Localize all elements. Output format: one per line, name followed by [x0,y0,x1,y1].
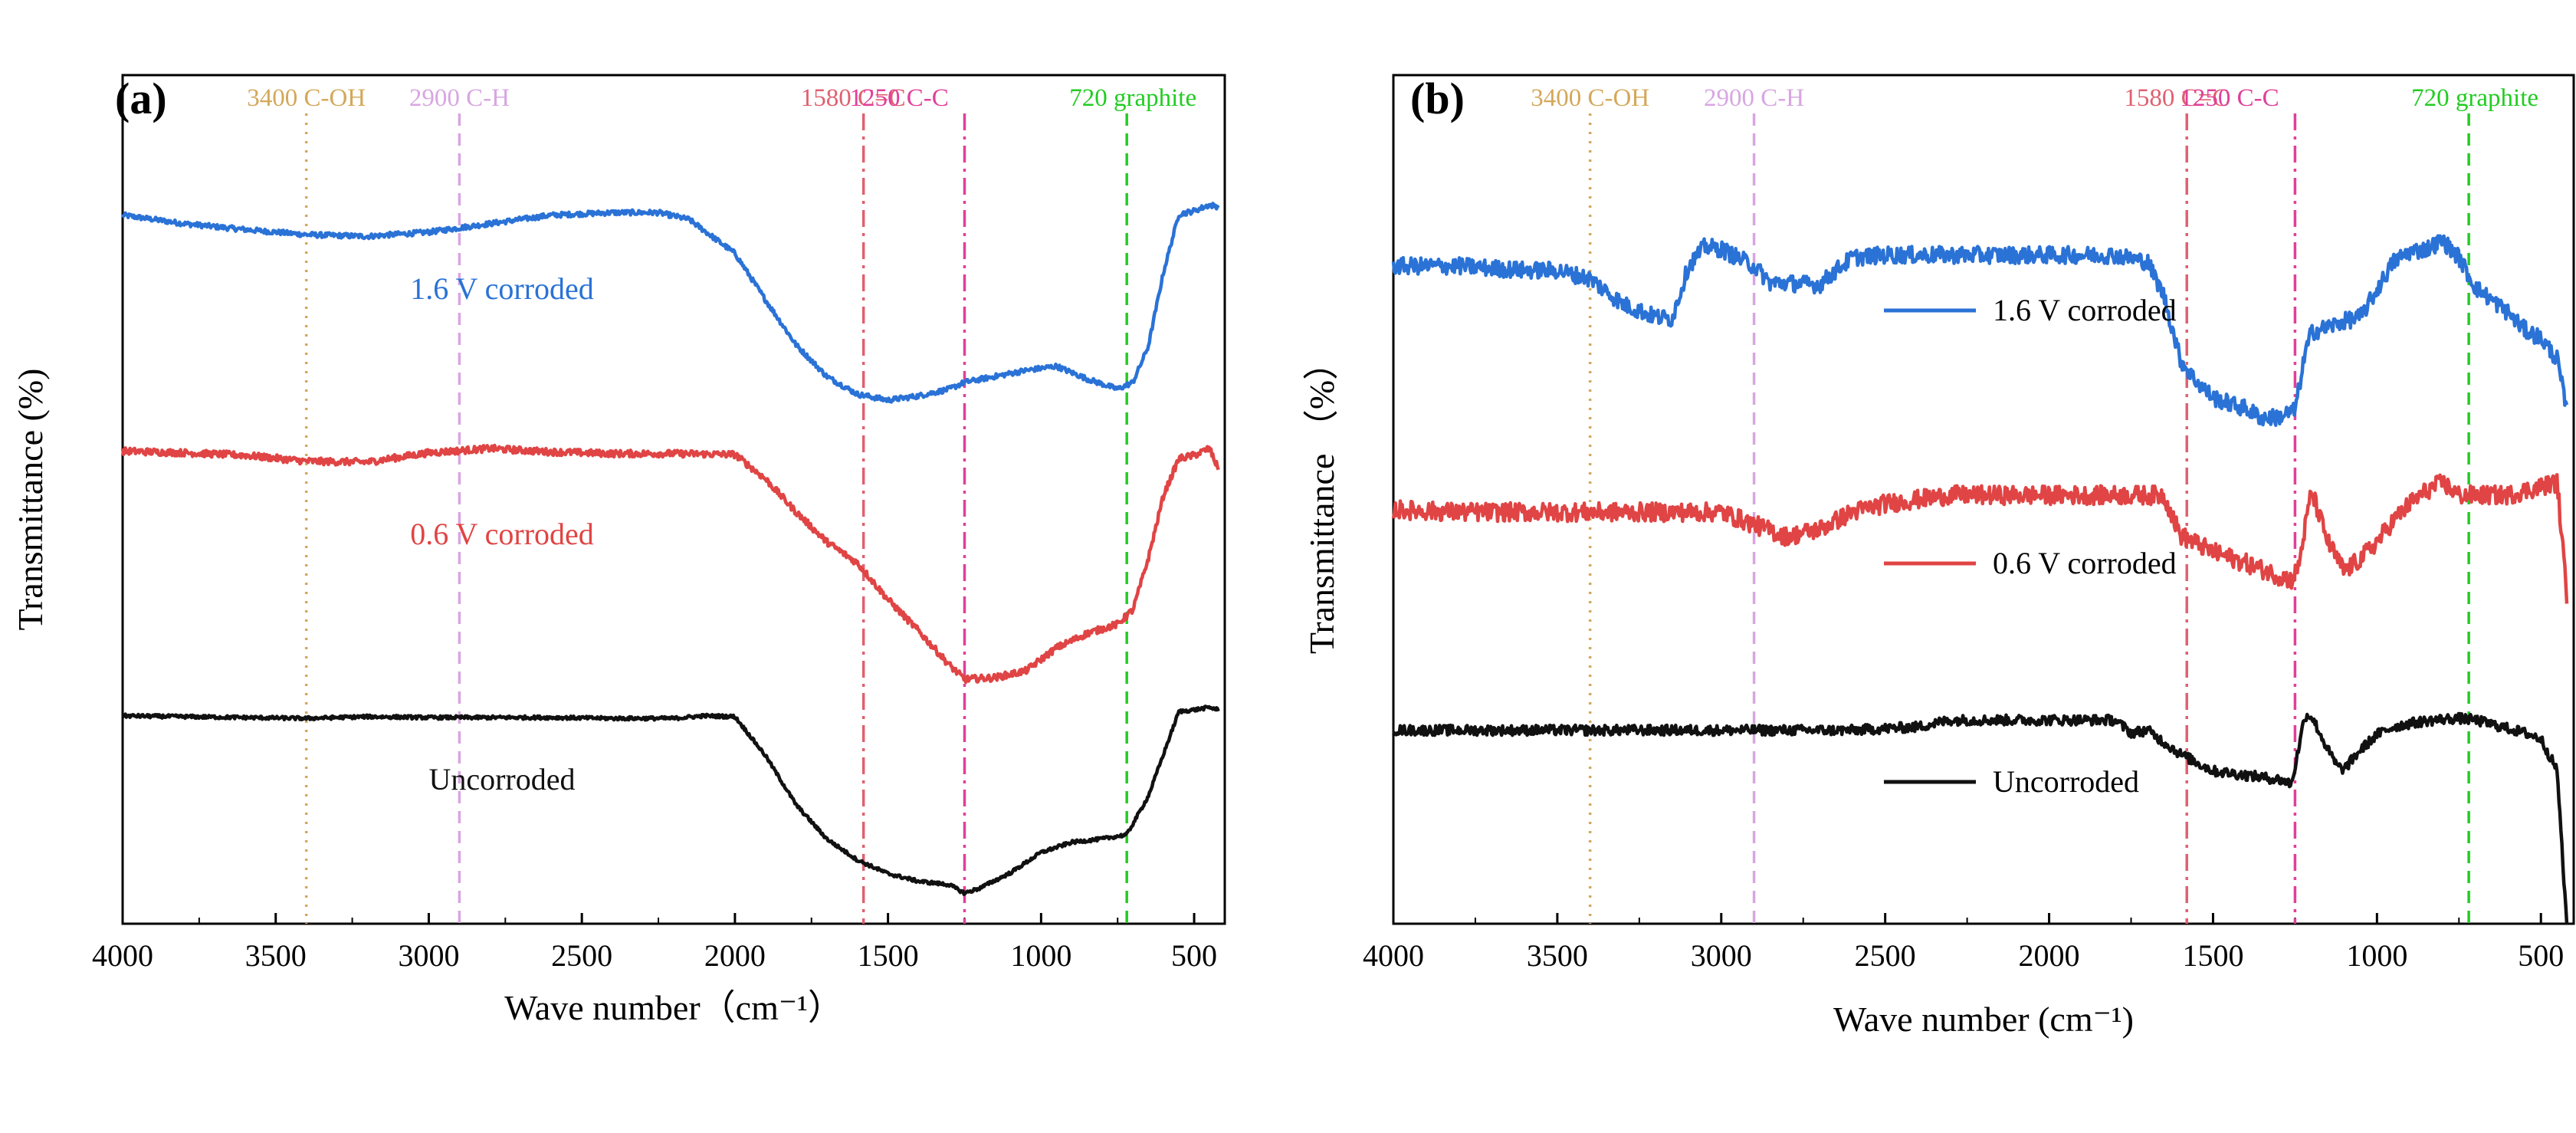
x-tick-label: 1500 [858,938,919,973]
x-tick-label: 3000 [398,938,459,973]
x-axis-title: Wave number（cm⁻¹） [504,988,843,1027]
series-line-uncorroded [121,704,1220,896]
peak-label-1580: 1580 C=C [2124,84,2229,112]
peak-label-1580: 1580 C=C [801,84,906,112]
series-label: 1.6 V corroded [410,271,594,306]
x-tick-label: 4000 [1363,938,1424,973]
peak-label-720: 720 graphite [1069,84,1196,112]
panel-a: 4000 3500 3000 2500 2000 1500 1000 500 Wave numb… [11,74,1226,1027]
x-tick-label: 2000 [2019,938,2080,973]
x-tick-label: 2500 [1855,938,1916,973]
peak-label-1250: 1250 C-C [2180,84,2279,112]
peak-label-1250: 1250 C-C [849,84,948,112]
plot-frame [1392,74,2575,925]
x-tick-label: 4000 [92,938,153,973]
legend-label: 0.6 V corroded [1993,546,2177,580]
y-axis-title: Transmittance (%) [11,369,50,631]
x-tick-label: 2000 [704,938,766,973]
x-axis-title: Wave number (cm⁻¹) [1833,1000,2134,1039]
x-tick-label: 500 [2518,938,2564,973]
peak-label-2900: 2900 C-H [409,84,510,112]
panel-label: (b) [1410,74,1465,123]
x-tick-label: 3000 [1691,938,1752,973]
x-tick-label: 3500 [245,938,307,973]
series-line-0-6-v-corroded [120,443,1220,685]
x-tick-label: 2500 [551,938,612,973]
series-line-0-6-v-corroded [1391,473,2569,604]
series-line-1-6-v-corroded [120,202,1220,404]
legend-label: 1.6 V corroded [1993,293,2177,327]
x-tick-label: 1500 [2182,938,2243,973]
x-tick-label: 500 [1171,938,1217,973]
panel-label: (a) [115,74,167,123]
series-label: 0.6 V corroded [410,517,594,551]
peak-label-3400: 3400 C-OH [247,84,366,112]
legend-label: Uncorroded [1993,764,2139,799]
peak-label-3400: 3400 C-OH [1531,84,1649,112]
peak-label-720: 720 graphite [2411,84,2538,112]
x-tick-label: 3500 [1527,938,1588,973]
panel-b: 4000 3500 3000 2500 2000 1500 1000 500 Wave numb… [1302,74,2575,1039]
x-tick-label: 1000 [1010,938,1071,973]
peak-label-2900: 2900 C-H [1704,84,1804,112]
y-axis-title: Transmittance （%） [1302,345,1341,654]
plot-frame [121,74,1226,925]
series-label: Uncorroded [428,762,575,796]
x-tick-label: 1000 [2346,938,2407,973]
series-line-uncorroded [1391,711,2569,924]
series-line-1-6-v-corroded [1391,234,2569,427]
